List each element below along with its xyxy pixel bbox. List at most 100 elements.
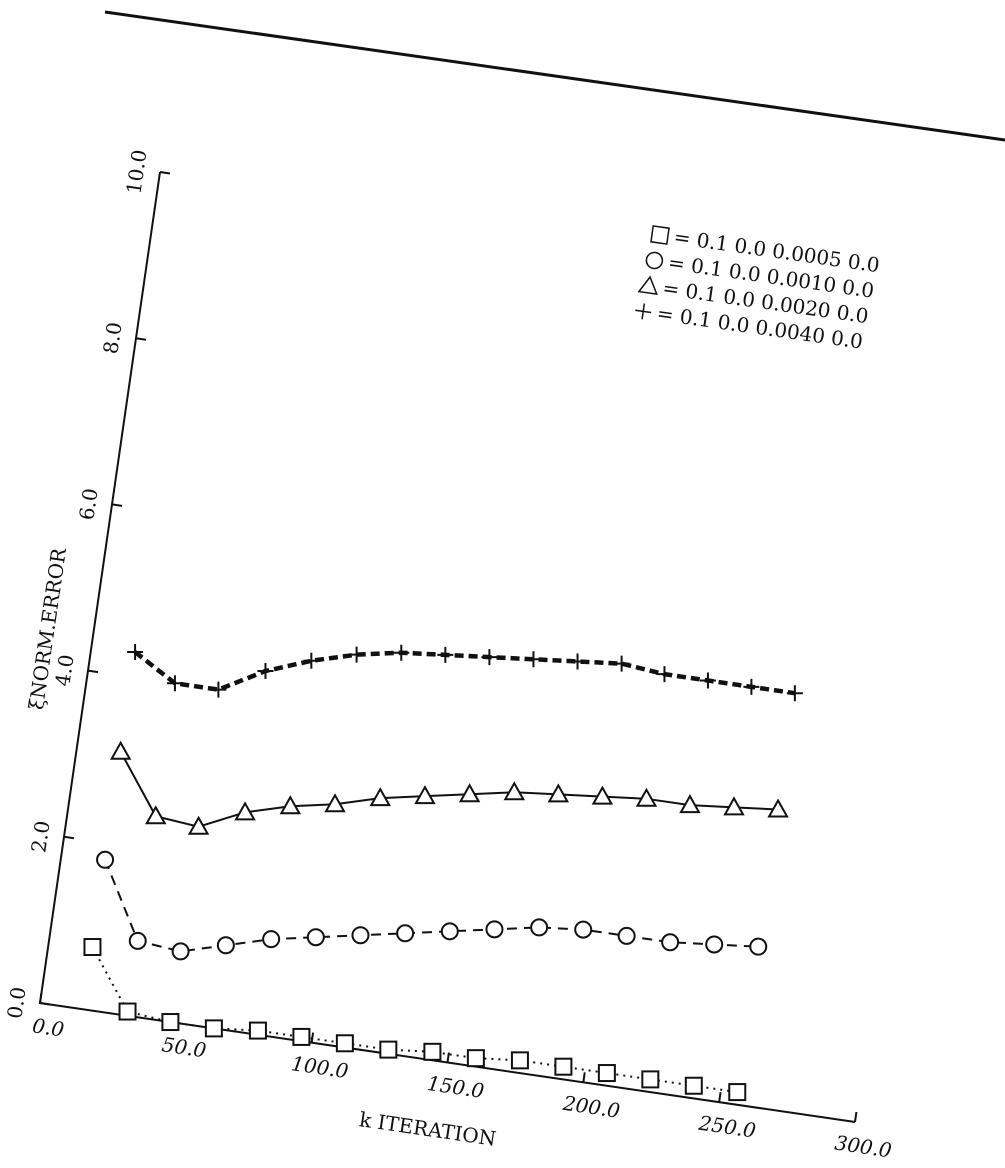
legend: = 0.1 0.0 0.0005 0.0= 0.1 0.0 0.0010 0.0…: [635, 225, 881, 354]
triangle-marker: [324, 793, 346, 813]
scan-edge: [104, 10, 1005, 142]
triangle-marker: [458, 783, 481, 803]
circle-marker: [216, 936, 235, 955]
series-line: [119, 751, 779, 828]
circle-marker: [705, 935, 724, 954]
triangle-marker: [503, 781, 525, 801]
plus-marker: [635, 303, 652, 320]
circle-marker: [485, 920, 504, 939]
y-tick: [63, 835, 75, 840]
circle-marker: [128, 931, 147, 950]
y-tick: [39, 1002, 51, 1006]
circle-marker: [306, 928, 325, 947]
triangle-marker: [279, 795, 302, 815]
y-tick-label: 6.0: [74, 487, 102, 522]
x-tick-label: 300.0: [833, 1131, 893, 1163]
square-marker: [597, 1064, 616, 1083]
square-marker: [423, 1042, 442, 1061]
square-marker: [554, 1057, 573, 1076]
plus-marker: [743, 678, 760, 695]
triangle-marker: [591, 785, 614, 805]
circle-marker: [262, 930, 281, 949]
plus-marker: [348, 646, 365, 663]
triangle-marker: [767, 798, 789, 818]
square-marker: [379, 1040, 398, 1059]
x-tick: [854, 1111, 858, 1123]
triangle-marker: [109, 740, 132, 760]
y-tick-label: 8.0: [98, 321, 126, 356]
circle-marker: [171, 942, 190, 961]
square-marker: [83, 938, 102, 957]
y-tick: [135, 337, 147, 341]
plus-marker: [699, 672, 716, 689]
plus-marker: [481, 649, 498, 666]
circle-marker: [351, 926, 370, 945]
triangle-marker: [723, 796, 745, 816]
square-marker: [728, 1083, 747, 1102]
plus-marker: [303, 652, 320, 669]
x-tick: [39, 992, 43, 1004]
triangle-marker: [414, 785, 436, 805]
circle-marker: [661, 933, 680, 952]
plus-marker: [569, 653, 586, 670]
series-line: [133, 650, 796, 696]
square-marker: [466, 1049, 485, 1068]
plus-marker: [257, 663, 274, 680]
x-tick: [446, 1052, 450, 1063]
circle-marker: [574, 920, 593, 939]
circle-marker: [530, 918, 549, 937]
triangle-marker: [234, 801, 256, 821]
y-tick-label: 2.0: [26, 819, 54, 854]
circle-marker: [396, 924, 415, 943]
triangle-marker: [145, 805, 167, 825]
square-marker: [248, 1021, 267, 1040]
plus-marker: [656, 666, 673, 683]
triangle-marker: [369, 787, 391, 807]
series-line: [91, 946, 738, 1094]
y-tick-label: 0.0: [2, 985, 30, 1020]
plus-marker: [210, 681, 227, 698]
plus-marker: [127, 644, 144, 661]
plus-marker: [786, 685, 803, 702]
x-tick: [718, 1092, 722, 1103]
triangle-marker: [547, 783, 570, 803]
y-tick-label: 4.0: [50, 653, 78, 688]
square-marker: [292, 1027, 311, 1046]
y-tick: [87, 669, 99, 674]
plus-marker: [525, 651, 542, 668]
circle-marker: [440, 922, 459, 941]
x-tick-label: 200.0: [560, 1091, 621, 1123]
x-tick-label: 100.0: [290, 1051, 350, 1083]
triangle-marker: [679, 794, 701, 814]
triangle-marker: [187, 815, 210, 835]
square-marker: [641, 1070, 660, 1089]
square-marker: [684, 1076, 703, 1095]
plus-marker: [437, 646, 454, 663]
square-marker: [510, 1051, 529, 1070]
circle-marker: [96, 850, 115, 869]
x-tick-label: 150.0: [426, 1071, 486, 1103]
circle-marker: [617, 926, 636, 945]
series-line: [104, 859, 759, 953]
x-tick-label: 250.0: [696, 1111, 757, 1143]
circle-marker: [645, 251, 664, 270]
square-marker: [335, 1034, 354, 1053]
y-tick: [159, 171, 171, 175]
plus-marker: [393, 644, 410, 661]
square-marker: [204, 1019, 223, 1038]
square-marker: [118, 1002, 137, 1021]
x-tick-label: 0.0: [31, 1013, 66, 1041]
x-tick-label: 50.0: [160, 1032, 208, 1062]
y-tick-label: 10.0: [121, 148, 151, 196]
y-tick: [111, 503, 123, 507]
circle-marker: [749, 937, 768, 956]
x-axis-label: k ITERATION: [358, 1107, 498, 1151]
plus-marker: [166, 675, 183, 692]
square-marker: [161, 1013, 180, 1032]
plus-marker: [613, 655, 630, 672]
triangle-marker: [637, 275, 658, 296]
square-marker: [650, 225, 670, 245]
x-tick: [582, 1072, 586, 1083]
triangle-marker: [635, 787, 658, 807]
